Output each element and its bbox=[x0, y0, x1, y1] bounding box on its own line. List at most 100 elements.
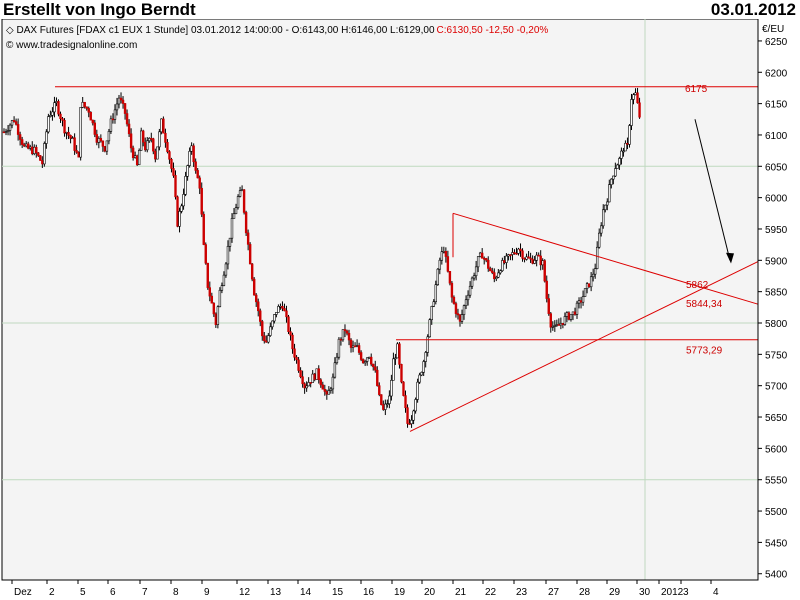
y-tick-label: 5700 bbox=[765, 382, 788, 393]
y-tick-label: 5950 bbox=[765, 225, 788, 236]
instrument-marker: ◇ bbox=[6, 25, 16, 36]
candle-body bbox=[501, 260, 504, 272]
candle-body bbox=[101, 140, 105, 147]
candle-body bbox=[571, 311, 575, 315]
candle-body bbox=[551, 326, 555, 328]
instrument-text: DAX Futures [FDAX c1 EUX 1 Stunde] 03.01… bbox=[16, 25, 434, 36]
candle-body bbox=[22, 144, 26, 147]
candle-body bbox=[533, 260, 536, 264]
candle-body bbox=[357, 345, 361, 353]
candle-body bbox=[252, 278, 256, 296]
candle-body bbox=[77, 152, 80, 158]
candle-body bbox=[182, 194, 185, 207]
candle-body bbox=[438, 259, 442, 270]
candle-body bbox=[158, 131, 161, 148]
y-tick-label: 5600 bbox=[765, 444, 788, 455]
y-tick-label: 5800 bbox=[765, 319, 788, 330]
candle-body bbox=[499, 270, 502, 274]
candle-body bbox=[259, 310, 262, 322]
candle-body bbox=[386, 403, 389, 405]
candle-body bbox=[220, 285, 224, 291]
y-tick-label: 6150 bbox=[765, 100, 788, 111]
candle-body bbox=[146, 140, 149, 151]
candle-body bbox=[462, 305, 466, 315]
candle-body bbox=[309, 382, 312, 384]
candle-body bbox=[585, 283, 589, 289]
candle-body bbox=[250, 263, 254, 280]
candle-body bbox=[519, 248, 522, 252]
candle-body bbox=[317, 368, 320, 381]
candle-body bbox=[422, 361, 425, 373]
candle-body bbox=[194, 161, 197, 171]
candle-body bbox=[349, 339, 353, 348]
candle-body bbox=[509, 254, 512, 256]
candle-body bbox=[428, 319, 431, 338]
candle-body bbox=[598, 232, 601, 248]
candle-body bbox=[277, 306, 280, 313]
candle-body bbox=[636, 92, 639, 104]
candle-body bbox=[97, 138, 101, 143]
candle-body bbox=[408, 423, 411, 425]
candle-body bbox=[8, 124, 12, 131]
x-tick-label: 9 bbox=[204, 587, 210, 598]
y-tick-label: 5450 bbox=[765, 538, 788, 549]
candle-body bbox=[372, 363, 375, 368]
candle-body bbox=[549, 313, 552, 328]
candle-body bbox=[515, 252, 518, 255]
candle-body bbox=[327, 390, 331, 395]
x-tick-label: 15 bbox=[332, 587, 344, 598]
candle-body bbox=[545, 280, 548, 299]
candle-body bbox=[279, 306, 282, 308]
candle-body bbox=[575, 302, 579, 315]
candle-body bbox=[242, 189, 246, 213]
candle-body bbox=[307, 382, 310, 387]
candle-body bbox=[236, 196, 240, 208]
candle-body bbox=[353, 345, 357, 348]
candle-body bbox=[164, 132, 167, 143]
candle-body bbox=[374, 366, 377, 371]
candle-body bbox=[591, 273, 595, 278]
candle-body bbox=[319, 379, 322, 386]
candle-body bbox=[577, 300, 581, 304]
candle-body bbox=[335, 356, 339, 364]
x-tick-label: 20 bbox=[424, 587, 436, 598]
candle-body bbox=[27, 143, 30, 149]
candle-body bbox=[414, 399, 417, 412]
candle-body bbox=[154, 150, 157, 160]
candle-body bbox=[216, 306, 220, 325]
candle-body bbox=[69, 135, 72, 139]
x-tick-label: 19 bbox=[394, 587, 406, 598]
candle-body bbox=[273, 314, 276, 322]
candle-body bbox=[595, 246, 599, 269]
candle-body bbox=[51, 111, 54, 116]
candle-body bbox=[14, 121, 18, 125]
x-tick-label: 2012 bbox=[661, 587, 684, 598]
header: Erstellt von Ingo Berndt 03.01.2012 bbox=[0, 0, 800, 19]
candle-body bbox=[234, 207, 238, 215]
candle-body bbox=[337, 338, 341, 358]
candle-body bbox=[16, 124, 20, 135]
candle-body bbox=[602, 209, 605, 227]
author-title: Erstellt von Ingo Berndt bbox=[3, 0, 196, 19]
y-tick-label: 6250 bbox=[765, 37, 788, 48]
candle-body bbox=[287, 316, 290, 332]
candle-body bbox=[513, 252, 516, 254]
candle-body bbox=[424, 352, 427, 362]
candle-body bbox=[476, 256, 480, 268]
candle-body bbox=[632, 94, 635, 100]
candle-body bbox=[148, 138, 151, 142]
candle-body bbox=[561, 323, 565, 325]
candle-body bbox=[305, 385, 308, 389]
candle-body bbox=[176, 196, 179, 227]
candle-body bbox=[505, 255, 508, 263]
candle-body bbox=[426, 336, 429, 353]
candle-body bbox=[131, 147, 135, 158]
candle-body bbox=[612, 175, 615, 180]
candle-body bbox=[255, 294, 258, 303]
candle-body bbox=[604, 204, 607, 211]
candle-body bbox=[212, 302, 216, 315]
candle-body bbox=[390, 380, 393, 397]
candle-body bbox=[113, 109, 117, 120]
candle-body bbox=[446, 256, 450, 272]
